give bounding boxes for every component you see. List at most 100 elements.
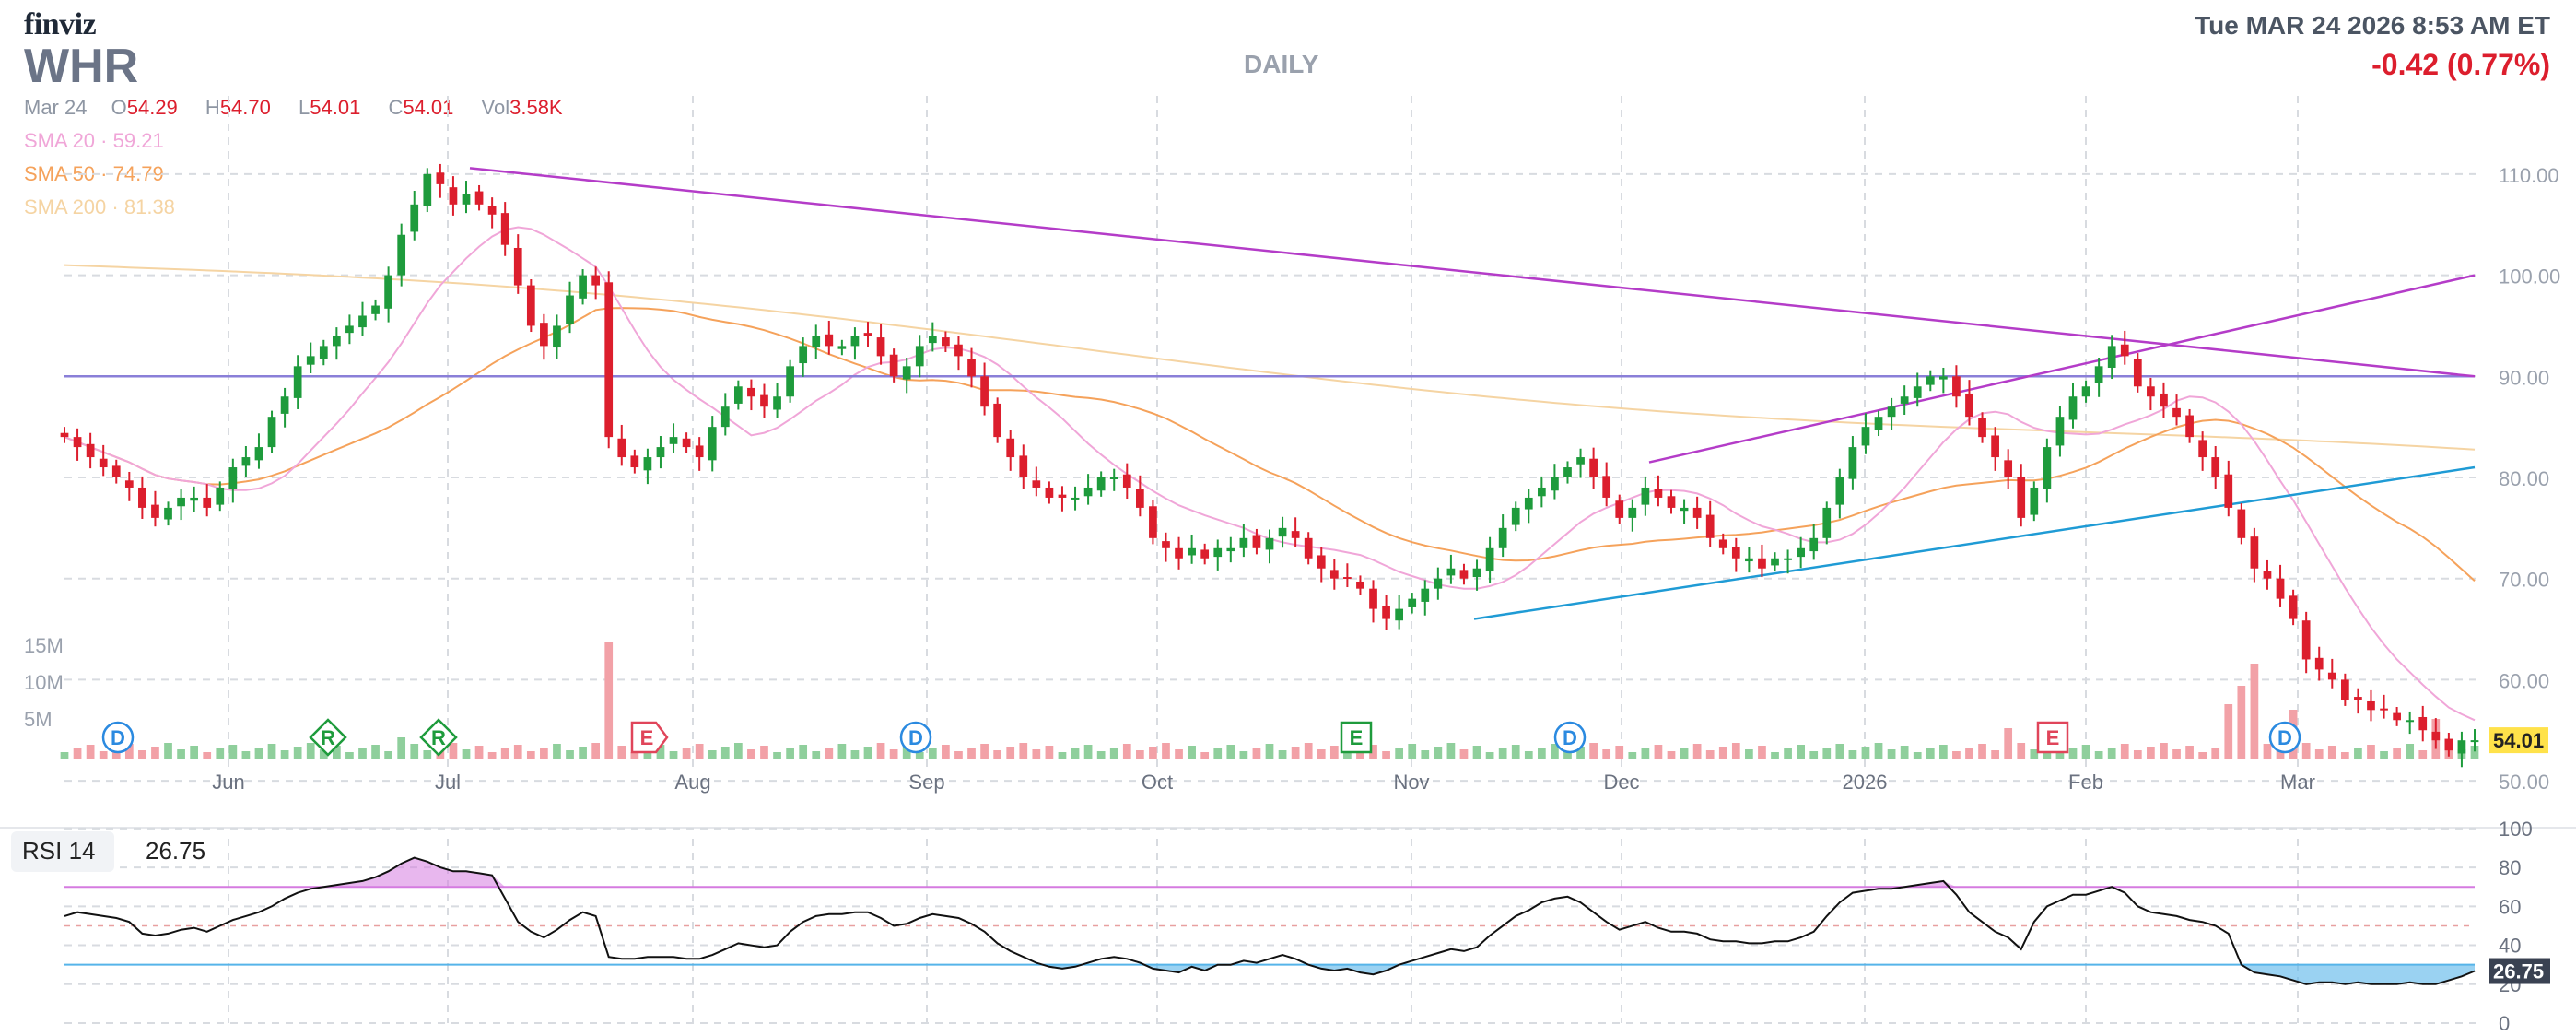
candle-body[interactable] bbox=[902, 366, 911, 380]
candle-body[interactable] bbox=[1615, 500, 1624, 518]
candle-body[interactable] bbox=[1395, 608, 1404, 621]
rating-marker[interactable] bbox=[309, 718, 347, 757]
candle-body[interactable] bbox=[2147, 386, 2155, 397]
candle-body[interactable] bbox=[604, 282, 614, 438]
candle-body[interactable] bbox=[500, 213, 509, 245]
dividend-marker[interactable] bbox=[101, 721, 135, 754]
candle-body[interactable] bbox=[203, 497, 212, 508]
candle-body[interactable] bbox=[1278, 527, 1287, 537]
candle-body[interactable] bbox=[2185, 415, 2194, 438]
candle-body[interactable] bbox=[2263, 571, 2272, 579]
candle-body[interactable] bbox=[1602, 476, 1611, 498]
candle-body[interactable] bbox=[1952, 376, 1961, 397]
candle-body[interactable] bbox=[2004, 460, 2013, 477]
candle-body[interactable] bbox=[1408, 598, 1417, 607]
candle-body[interactable] bbox=[1654, 489, 1663, 498]
candle-body[interactable] bbox=[1032, 480, 1041, 488]
candle-body[interactable] bbox=[345, 325, 354, 334]
candle-body[interactable] bbox=[1938, 376, 1948, 380]
candle-body[interactable] bbox=[73, 437, 82, 448]
candle-body[interactable] bbox=[1822, 507, 1832, 538]
candle-body[interactable] bbox=[889, 354, 898, 377]
candle-body[interactable] bbox=[773, 396, 781, 410]
candle-body[interactable] bbox=[1692, 507, 1702, 518]
candle-body[interactable] bbox=[1887, 406, 1896, 418]
candle-body[interactable] bbox=[151, 504, 159, 518]
candle-body[interactable] bbox=[2444, 738, 2453, 751]
candle-body[interactable] bbox=[86, 443, 95, 458]
candle-body[interactable] bbox=[799, 346, 808, 364]
candle-body[interactable] bbox=[553, 325, 561, 348]
candle-body[interactable] bbox=[1680, 507, 1689, 512]
candle-body[interactable] bbox=[1913, 386, 1922, 398]
candle-body[interactable] bbox=[2250, 536, 2259, 569]
candle-body[interactable] bbox=[1006, 438, 1015, 458]
candle-body[interactable] bbox=[1926, 376, 1935, 385]
candle-body[interactable] bbox=[384, 275, 392, 309]
candle-body[interactable] bbox=[915, 346, 924, 367]
candle-body[interactable] bbox=[2120, 344, 2129, 357]
candle-body[interactable] bbox=[190, 497, 199, 501]
candle-body[interactable] bbox=[1213, 547, 1223, 558]
earnings-marker[interactable] bbox=[630, 721, 669, 754]
candle-body[interactable] bbox=[825, 334, 834, 347]
candle-body[interactable] bbox=[228, 467, 238, 489]
finviz-logo[interactable]: finviz bbox=[24, 7, 97, 41]
candle-body[interactable] bbox=[462, 194, 471, 205]
candle-body[interactable] bbox=[254, 447, 263, 461]
candle-body[interactable] bbox=[1083, 487, 1093, 497]
candle-body[interactable] bbox=[1809, 537, 1819, 552]
candle-body[interactable] bbox=[1434, 578, 1443, 589]
candle-body[interactable] bbox=[358, 315, 367, 328]
candle-body[interactable] bbox=[1628, 507, 1637, 518]
dividend-marker[interactable] bbox=[899, 721, 932, 754]
candle-body[interactable] bbox=[2160, 393, 2168, 407]
support-trendline[interactable] bbox=[1473, 465, 2476, 620]
candle-body[interactable] bbox=[124, 480, 134, 488]
candle-body[interactable] bbox=[280, 396, 289, 414]
candle-body[interactable] bbox=[410, 204, 419, 232]
candle-body[interactable] bbox=[566, 295, 574, 324]
earnings-marker[interactable] bbox=[2036, 721, 2069, 754]
candle-body[interactable] bbox=[1900, 396, 1909, 404]
candle-body[interactable] bbox=[2094, 366, 2103, 383]
candle-body[interactable] bbox=[1978, 418, 1986, 438]
candle-body[interactable] bbox=[1576, 457, 1585, 465]
candle-body[interactable] bbox=[2367, 700, 2375, 711]
candle-body[interactable] bbox=[2068, 396, 2078, 420]
candle-body[interactable] bbox=[2107, 346, 2116, 368]
candle-body[interactable] bbox=[617, 438, 626, 458]
candle-body[interactable] bbox=[423, 173, 432, 206]
candle-body[interactable] bbox=[1135, 489, 1144, 508]
rsi-label-box[interactable] bbox=[11, 831, 114, 872]
candle-body[interactable] bbox=[1122, 474, 1131, 488]
candle-body[interactable] bbox=[241, 457, 251, 466]
candle-body[interactable] bbox=[2431, 731, 2441, 741]
candle-body[interactable] bbox=[1589, 458, 1598, 477]
candle-body[interactable] bbox=[2198, 440, 2207, 458]
rsi-line[interactable] bbox=[64, 856, 2476, 985]
candle-body[interactable] bbox=[1784, 558, 1792, 560]
candle-body[interactable] bbox=[1485, 547, 1494, 572]
candle-body[interactable] bbox=[474, 191, 484, 205]
candle-body[interactable] bbox=[760, 394, 768, 407]
candle-body[interactable] bbox=[1058, 494, 1067, 498]
candle-body[interactable] bbox=[2380, 708, 2388, 711]
candle-body[interactable] bbox=[786, 366, 794, 397]
candle-body[interactable] bbox=[1382, 606, 1390, 619]
candle-body[interactable] bbox=[2327, 672, 2336, 680]
candle-body[interactable] bbox=[1019, 455, 1028, 477]
candle-body[interactable] bbox=[371, 305, 380, 314]
candle-body[interactable] bbox=[1096, 477, 1106, 491]
candle-body[interactable] bbox=[1317, 555, 1326, 569]
rating-marker[interactable] bbox=[419, 718, 458, 757]
candle-body[interactable] bbox=[837, 346, 847, 349]
candle-body[interactable] bbox=[1771, 558, 1779, 566]
dividend-marker[interactable] bbox=[1553, 721, 1587, 754]
candle-body[interactable] bbox=[2406, 720, 2415, 723]
candle-body[interactable] bbox=[980, 376, 989, 407]
candle-body[interactable] bbox=[2393, 712, 2401, 721]
candle-body[interactable] bbox=[1226, 547, 1235, 552]
candle-body[interactable] bbox=[1162, 541, 1170, 548]
candle-body[interactable] bbox=[1498, 527, 1507, 548]
